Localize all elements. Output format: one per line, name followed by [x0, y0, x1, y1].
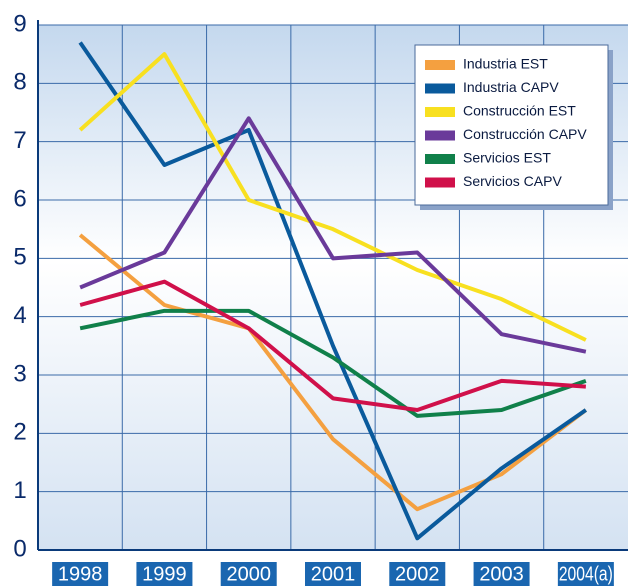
series-line	[79, 116, 587, 354]
legend-swatch	[425, 107, 455, 117]
series-line	[78, 41, 587, 541]
series-line	[79, 308, 587, 418]
legend-swatch	[425, 60, 455, 70]
legend-label: Servicios CAPV	[463, 173, 562, 189]
series-line	[78, 233, 588, 512]
x-tick-box	[557, 562, 614, 586]
x-tick-label: 2000	[226, 563, 271, 585]
y-tick-label: 4	[13, 302, 26, 329]
x-tick-box	[52, 562, 109, 586]
y-tick-label: 5	[13, 244, 26, 271]
legend-label: Industria EST	[463, 56, 548, 72]
y-tick-label: 0	[13, 535, 26, 562]
y-tick-label: 3	[13, 360, 26, 387]
y-tick-label: 2	[13, 419, 26, 446]
x-tick-label: 2004(a)	[559, 563, 613, 585]
x-tick-label: 2001	[311, 563, 356, 585]
legend-swatch	[425, 177, 455, 188]
x-tick-label: 1999	[142, 563, 187, 585]
legend-swatch	[425, 130, 455, 141]
y-tick-label: 8	[13, 69, 26, 96]
x-tick-label: 2003	[479, 563, 524, 585]
legend-label: Construcción EST	[463, 103, 576, 119]
x-tick-box	[389, 562, 446, 586]
x-tick-label: 1998	[58, 563, 103, 585]
x-tick-box	[305, 562, 361, 586]
x-tick-box	[220, 562, 277, 586]
legend-label: Servicios EST	[463, 150, 551, 166]
x-tick-box	[473, 562, 530, 586]
legend-swatch	[425, 83, 455, 94]
x-tick-label: 2002	[395, 563, 440, 585]
y-tick-label: 1	[13, 477, 26, 504]
y-tick-label: 6	[13, 185, 26, 212]
y-tick-label: 9	[13, 10, 26, 37]
series-line	[78, 52, 587, 342]
y-tick-label: 7	[13, 127, 26, 154]
x-tick-box	[136, 562, 193, 586]
series-line	[79, 279, 586, 412]
legend-swatch	[425, 154, 455, 164]
legend-label: Construcción CAPV	[463, 126, 587, 142]
legend-label: Industria CAPV	[463, 79, 559, 95]
